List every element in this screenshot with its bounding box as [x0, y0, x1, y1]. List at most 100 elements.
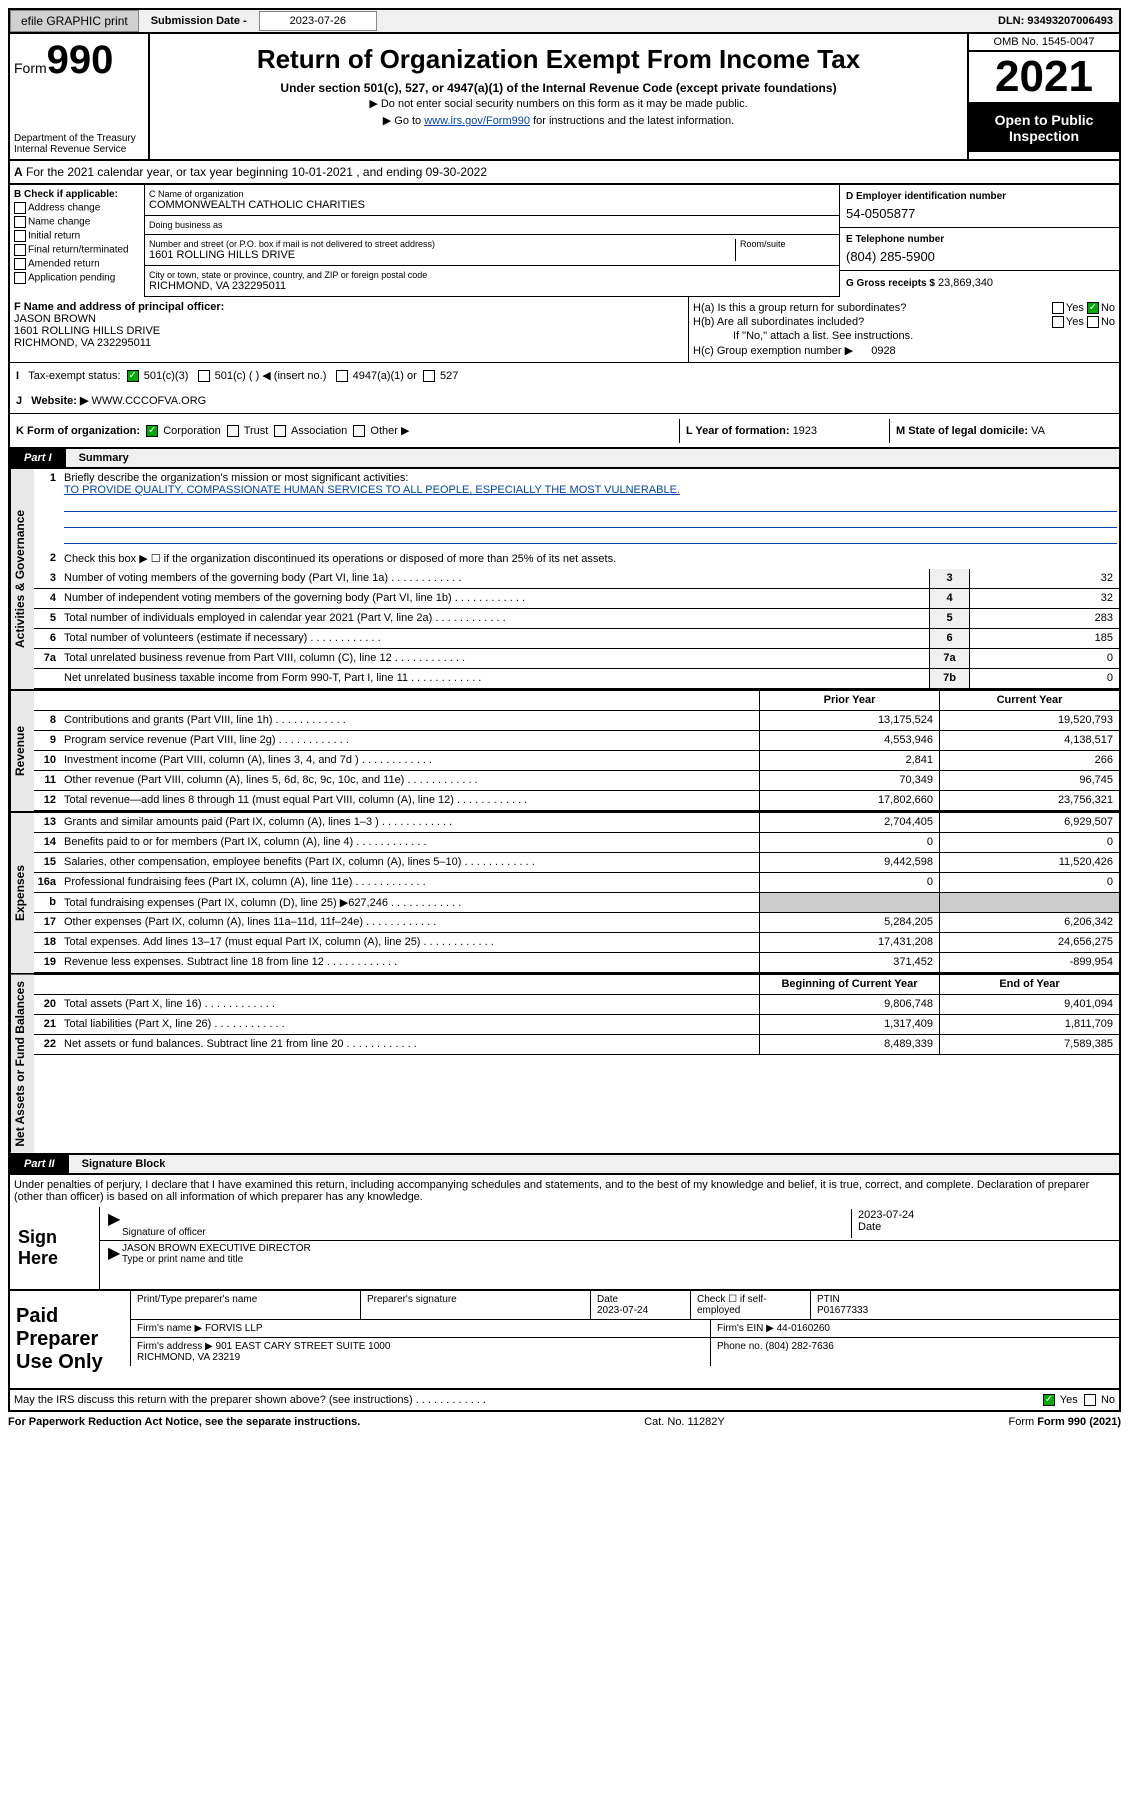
line-text: Number of independent voting members of … [62, 589, 929, 608]
irs-discuss-q: May the IRS discuss this return with the… [14, 1394, 486, 1406]
line-box: 6 [929, 629, 969, 648]
line-text: Total expenses. Add lines 13–17 (must eq… [62, 933, 759, 952]
prior-year-hdr: Prior Year [759, 691, 939, 710]
open-to-public: Open to Public Inspection [969, 104, 1119, 152]
k-trust[interactable]: Trust [244, 425, 269, 437]
line-box: 5 [929, 609, 969, 628]
dln: DLN: 93493207006493 [998, 15, 1119, 27]
prior-value: 5,284,205 [759, 913, 939, 932]
k-other[interactable]: Other ▶ [370, 425, 409, 437]
eoy-hdr: End of Year [939, 975, 1119, 994]
line-text: Other expenses (Part IX, column (A), lin… [62, 913, 759, 932]
hb-no[interactable]: No [1101, 316, 1115, 328]
officer-label: F Name and address of principal officer: [14, 301, 224, 313]
501c-other[interactable]: 501(c) ( ) ◀ (insert no.) [215, 370, 327, 382]
submission-label: Submission Date - [145, 12, 253, 30]
ha-yes[interactable]: Yes [1066, 302, 1084, 314]
k-assoc[interactable]: Association [291, 425, 347, 437]
line-text: Salaries, other compensation, employee b… [62, 853, 759, 872]
line-value: 185 [969, 629, 1119, 648]
omb-number: OMB No. 1545-0047 [969, 34, 1119, 52]
line-box: 3 [929, 569, 969, 588]
irs-yes[interactable]: Yes [1060, 1394, 1078, 1406]
line-num: 4 [34, 589, 62, 608]
dba-label: Doing business as [149, 220, 835, 230]
addr-label: Number and street (or P.O. box if mail i… [149, 239, 735, 249]
prior-value: 9,442,598 [759, 853, 939, 872]
firm-ein-label: Firm's EIN ▶ [717, 1323, 774, 1334]
form-header: Form990 Department of the Treasury Inter… [8, 34, 1121, 161]
line-num: 15 [34, 853, 62, 872]
current-value: 24,656,275 [939, 933, 1119, 952]
current-value: 96,745 [939, 771, 1119, 790]
line-num: b [34, 893, 62, 912]
website-value: WWW.CCCOFVA.ORG [92, 395, 207, 407]
b-opt-pending[interactable]: Application pending [28, 273, 115, 284]
sign-here: Sign Here [10, 1207, 100, 1289]
b-opt-address[interactable]: Address change [28, 203, 100, 214]
efile-print-button[interactable]: efile GRAPHIC print [10, 10, 139, 32]
line-num: 20 [34, 995, 62, 1014]
current-value [939, 893, 1119, 912]
b-title: B Check if applicable: [14, 189, 118, 200]
line-num: 12 [34, 791, 62, 810]
sig-officer-name: JASON BROWN EXECUTIVE DIRECTOR [122, 1243, 311, 1254]
k-corp[interactable]: Corporation [163, 425, 220, 437]
b-opt-initial[interactable]: Initial return [28, 231, 80, 242]
line-text: Total assets (Part X, line 16) [62, 995, 759, 1014]
phone-value: (804) 285-5900 [846, 245, 1113, 264]
tab-governance: Activities & Governance [10, 469, 34, 689]
part2-header: Part II [10, 1155, 69, 1173]
line-text: Professional fundraising fees (Part IX, … [62, 873, 759, 892]
b-opt-final[interactable]: Final return/terminated [28, 245, 129, 256]
prior-value: 13,175,524 [759, 711, 939, 730]
officer-sig-label: Signature of officer [122, 1227, 206, 1238]
line-text: Number of voting members of the governin… [62, 569, 929, 588]
domicile-state: VA [1031, 425, 1045, 437]
firm-addr-label: Firm's address ▶ [137, 1341, 213, 1352]
current-value: 0 [939, 833, 1119, 852]
line-a: A For the 2021 calendar year, or tax yea… [8, 161, 1121, 185]
ha-no[interactable]: No [1101, 302, 1115, 314]
hb-label: H(b) Are all subordinates included? [693, 316, 864, 328]
prior-value: 1,317,409 [759, 1015, 939, 1034]
tab-expenses: Expenses [10, 813, 34, 973]
line-text: Net assets or fund balances. Subtract li… [62, 1035, 759, 1054]
line-num: 9 [34, 731, 62, 750]
current-year-hdr: Current Year [939, 691, 1119, 710]
prep-sig-label: Preparer's signature [360, 1291, 590, 1319]
prior-value: 17,431,208 [759, 933, 939, 952]
formation-year: 1923 [793, 425, 817, 437]
line-num: 21 [34, 1015, 62, 1034]
department: Department of the Treasury Internal Reve… [14, 133, 144, 155]
line-num: 7a [34, 649, 62, 668]
officer-addr: 1601 ROLLING HILLS DRIVE RICHMOND, VA 23… [14, 325, 160, 349]
4947a1[interactable]: 4947(a)(1) or [353, 370, 417, 382]
line-num: 10 [34, 751, 62, 770]
ein-label: D Employer identification number [846, 191, 1113, 202]
527[interactable]: 527 [440, 370, 458, 382]
prior-value: 2,841 [759, 751, 939, 770]
irs-no[interactable]: No [1101, 1394, 1115, 1406]
line-num: 5 [34, 609, 62, 628]
irs-link[interactable]: www.irs.gov/Form990 [424, 115, 530, 127]
formation-label: L Year of formation: [686, 425, 793, 437]
line-text: Contributions and grants (Part VIII, lin… [62, 711, 759, 730]
line-num: 13 [34, 813, 62, 832]
hb-yes[interactable]: Yes [1066, 316, 1084, 328]
line-text: Total liabilities (Part X, line 26) [62, 1015, 759, 1034]
firm-phone-label: Phone no. [717, 1341, 763, 1352]
b-opt-amended[interactable]: Amended return [28, 259, 100, 270]
line-text: Total number of volunteers (estimate if … [62, 629, 929, 648]
ha-label: H(a) Is this a group return for subordin… [693, 302, 906, 314]
firm-phone: (804) 282-7636 [765, 1341, 833, 1352]
prior-value: 4,553,946 [759, 731, 939, 750]
b-opt-name[interactable]: Name change [28, 217, 90, 228]
line-value: 0 [969, 649, 1119, 668]
line-text: Other revenue (Part VIII, column (A), li… [62, 771, 759, 790]
prep-self-employed[interactable]: Check ☐ if self-employed [690, 1291, 810, 1319]
line-num: 6 [34, 629, 62, 648]
prior-value: 2,704,405 [759, 813, 939, 832]
501c3[interactable]: 501(c)(3) [144, 370, 189, 382]
cat-number: Cat. No. 11282Y [644, 1416, 725, 1428]
